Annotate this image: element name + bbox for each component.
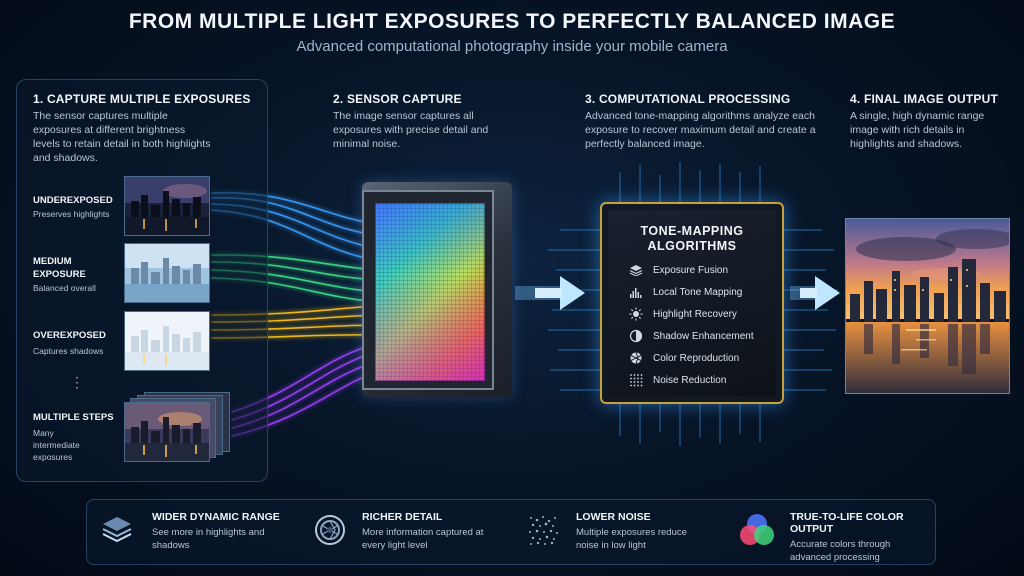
- exposure-sub: Captures shadows: [33, 346, 104, 356]
- exposure-sub: Preserves highlights: [33, 209, 110, 219]
- step-1-description: The sensor captures multiple exposures a…: [33, 110, 211, 164]
- algorithm-label: Noise Reduction: [653, 374, 727, 386]
- arrow-to-processor: [515, 276, 585, 310]
- lens-icon: [313, 513, 347, 547]
- layers-icon: [628, 263, 644, 277]
- ellipsis-icon: ⋮: [70, 374, 84, 390]
- arrow-to-output: [790, 276, 840, 310]
- algorithm-label: Color Reproduction: [653, 352, 740, 364]
- benefit-lower-noise: LOWER NOISE Multiple exposures reduce no…: [576, 511, 726, 552]
- exposure-label: MULTIPLE STEPS: [33, 412, 114, 423]
- exposure-overexposed: OVEREXPOSED Captures shadows: [33, 329, 118, 356]
- benefit-heading: WIDER DYNAMIC RANGE: [152, 511, 280, 523]
- step-3-description: Advanced tone-mapping algorithms analyze…: [585, 110, 816, 150]
- benefit-description: More information captured at every light…: [362, 527, 484, 551]
- exposure-label: UNDEREXPOSED: [33, 195, 113, 206]
- sun-icon: [628, 307, 644, 321]
- aperture-icon: [628, 351, 644, 365]
- benefit-heading: RICHER DETAIL: [362, 511, 443, 523]
- benefit-description: Accurate colors through advanced process…: [790, 539, 891, 563]
- step-1-heading: 1. CAPTURE MULTIPLE EXPOSURES: [33, 92, 251, 106]
- exposure-underexposed: UNDEREXPOSED Preserves highlights: [33, 194, 118, 219]
- algorithm-list: Exposure Fusion Local Tone Mapping Highl…: [628, 259, 778, 391]
- algorithm-item: Shadow Enhancement: [628, 325, 778, 347]
- page-title: FROM MULTIPLE LIGHT EXPOSURES TO PERFECT…: [128, 10, 896, 33]
- benefit-color-output: TRUE-TO-LIFE COLOR OUTPUT Accurate color…: [790, 511, 930, 564]
- algorithm-label: Shadow Enhancement: [653, 330, 754, 342]
- processor-chip: [600, 202, 784, 404]
- page-subtitle: Advanced computational photography insid…: [296, 38, 728, 55]
- exposure-medium: MEDIUM EXPOSURE Balanced overall: [33, 255, 118, 293]
- sensor-pixel-array: [375, 203, 485, 381]
- algorithm-label: Exposure Fusion: [653, 264, 729, 276]
- step-4-description: A single, high dynamic range image with …: [850, 110, 985, 150]
- algorithm-item: Noise Reduction: [628, 369, 778, 391]
- benefit-description: Multiple exposures reduce noise in low l…: [576, 527, 687, 551]
- half-circle-icon: [628, 329, 644, 343]
- exposure-sub: Balanced overall: [33, 283, 96, 293]
- benefits-panel: [86, 499, 936, 565]
- rgb-circles-icon: [738, 512, 776, 548]
- underexposed-photo: [124, 176, 210, 236]
- step-2-description: The image sensor captures all exposures …: [333, 110, 489, 150]
- benefit-description: See more in highlights and shadows: [152, 527, 265, 551]
- step-3-heading: 3. COMPUTATIONAL PROCESSING: [585, 92, 791, 106]
- exposure-label: MEDIUM EXPOSURE: [33, 256, 86, 280]
- step-4-heading: 4. FINAL IMAGE OUTPUT: [850, 92, 998, 106]
- algorithm-label: Highlight Recovery: [653, 308, 737, 320]
- algorithm-item: Highlight Recovery: [628, 303, 778, 325]
- algorithm-item: Color Reproduction: [628, 347, 778, 369]
- benefit-dynamic-range: WIDER DYNAMIC RANGE See more in highligh…: [152, 511, 302, 552]
- algorithm-item: Local Tone Mapping: [628, 281, 778, 303]
- layers-icon: [100, 513, 134, 547]
- exposure-multiple: MULTIPLE STEPS Many intermediate exposur…: [33, 411, 118, 463]
- overexposed-photo: [124, 311, 210, 371]
- benefit-heading: LOWER NOISE: [576, 511, 651, 523]
- algorithm-item: Exposure Fusion: [628, 259, 778, 281]
- stacked-photos: [124, 392, 236, 464]
- dots-grid-icon: [628, 373, 644, 387]
- benefit-heading: TRUE-TO-LIFE COLOR OUTPUT: [790, 511, 904, 535]
- exposure-label: OVEREXPOSED: [33, 330, 106, 341]
- medium-exposure-photo: [124, 243, 210, 303]
- benefit-richer-detail: RICHER DETAIL More information captured …: [362, 511, 512, 552]
- chip-title: TONE-MAPPING ALGORITHMS: [640, 224, 744, 253]
- final-hdr-image: [845, 218, 1010, 394]
- histogram-icon: [628, 285, 644, 299]
- algorithm-label: Local Tone Mapping: [653, 286, 743, 298]
- noise-icon: [527, 514, 559, 546]
- exposure-sub: Many intermediate exposures: [33, 428, 80, 462]
- step-2-heading: 2. SENSOR CAPTURE: [333, 92, 462, 106]
